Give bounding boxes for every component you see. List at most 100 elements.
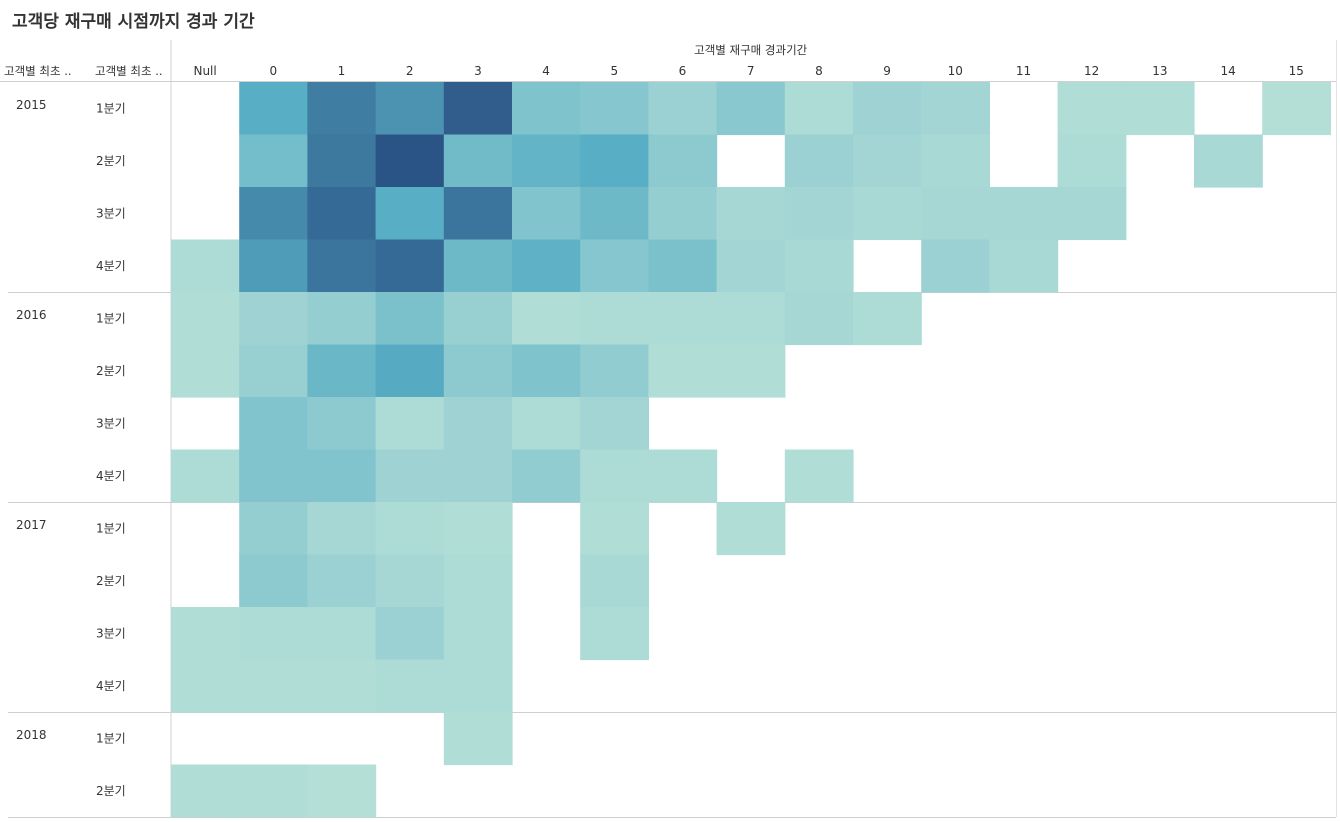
heatmap-cell bbox=[375, 659, 445, 713]
heatmap-cell bbox=[239, 134, 308, 188]
heatmap-cell bbox=[784, 82, 854, 136]
heatmap-cell bbox=[375, 187, 445, 241]
heatmap-cell bbox=[921, 82, 990, 136]
column-tick-label: 8 bbox=[815, 64, 823, 78]
row-header-quarter: 고객별 최초 .. bbox=[95, 64, 163, 78]
heatmap-cell bbox=[716, 502, 786, 556]
heatmap-cell bbox=[1057, 187, 1127, 241]
heatmap-cell bbox=[716, 82, 786, 136]
heatmap-cell bbox=[648, 187, 718, 241]
heatmap-cell bbox=[1057, 82, 1127, 136]
quarter-label: 4분기 bbox=[96, 469, 126, 483]
heatmap-cell bbox=[512, 82, 581, 136]
heatmap-cell bbox=[171, 344, 240, 398]
year-label: 2017 bbox=[16, 518, 47, 532]
heatmap-cell bbox=[171, 292, 240, 346]
heatmap-cell bbox=[1125, 82, 1195, 136]
heatmap-cell bbox=[921, 187, 990, 241]
heatmap-cell bbox=[648, 344, 718, 398]
quarter-label: 1분기 bbox=[96, 311, 126, 325]
heatmap-cell bbox=[375, 554, 445, 608]
heatmap-cell bbox=[375, 397, 445, 451]
heatmap-cell bbox=[443, 554, 513, 608]
heatmap-cell bbox=[239, 397, 308, 451]
heatmap-cell bbox=[375, 502, 445, 556]
heatmap-cell bbox=[375, 344, 445, 398]
quarter-label: 3분기 bbox=[96, 206, 126, 220]
heatmap-cell bbox=[784, 449, 854, 503]
heatmap-cell bbox=[512, 344, 581, 398]
heatmap-cell bbox=[239, 764, 308, 818]
heatmap-cell bbox=[512, 292, 581, 346]
heatmap-cell bbox=[853, 82, 922, 136]
heatmap-cell bbox=[375, 449, 445, 503]
quarter-label: 1분기 bbox=[96, 731, 126, 745]
heatmap-cell bbox=[1262, 82, 1331, 136]
heatmap-cell bbox=[443, 607, 513, 661]
quarter-label: 2분기 bbox=[96, 784, 126, 798]
column-tick-label: 10 bbox=[948, 64, 963, 78]
quarter-label: 1분기 bbox=[96, 521, 126, 535]
heatmap-cell bbox=[512, 187, 581, 241]
heatmap-cell bbox=[784, 187, 854, 241]
heatmap-cell bbox=[784, 292, 854, 346]
quarter-label: 2분기 bbox=[96, 154, 126, 168]
heatmap-cell bbox=[853, 187, 922, 241]
column-tick-label: 11 bbox=[1016, 64, 1031, 78]
year-label: 2015 bbox=[16, 98, 47, 112]
heatmap-cell bbox=[784, 134, 854, 188]
column-tick-label: 7 bbox=[747, 64, 755, 78]
heatmap-cell bbox=[1057, 134, 1127, 188]
column-tick-label: 12 bbox=[1084, 64, 1099, 78]
heatmap-cell bbox=[648, 239, 718, 293]
heatmap-cell bbox=[1194, 134, 1263, 188]
heatmap-cell bbox=[716, 292, 786, 346]
heatmap-cell bbox=[239, 449, 308, 503]
heatmap-cell bbox=[239, 82, 308, 136]
heatmap-cell bbox=[443, 344, 513, 398]
heatmap-cell bbox=[580, 554, 649, 608]
heatmap-cell bbox=[307, 187, 377, 241]
heatmap-cell bbox=[580, 397, 649, 451]
column-tick-label: 3 bbox=[474, 64, 482, 78]
heatmap-cell bbox=[443, 292, 513, 346]
heatmap-cell bbox=[239, 187, 308, 241]
column-tick-label: 4 bbox=[542, 64, 550, 78]
heatmap-cell bbox=[307, 449, 377, 503]
heatmap-cell bbox=[784, 239, 854, 293]
heatmap-cell bbox=[307, 397, 377, 451]
heatmap-cell bbox=[307, 292, 377, 346]
heatmap-cell bbox=[307, 554, 377, 608]
column-tick-label: 0 bbox=[269, 64, 277, 78]
heatmap-cell bbox=[171, 607, 240, 661]
column-tick-label: 9 bbox=[883, 64, 891, 78]
quarter-label: 2분기 bbox=[96, 364, 126, 378]
heatmap-cell bbox=[580, 134, 649, 188]
heatmap-cell bbox=[239, 554, 308, 608]
heatmap-cell bbox=[648, 82, 718, 136]
column-tick-label: 13 bbox=[1152, 64, 1167, 78]
column-tick-label: 5 bbox=[610, 64, 618, 78]
heatmap-cell bbox=[307, 607, 377, 661]
quarter-label: 2분기 bbox=[96, 574, 126, 588]
heatmap-cell bbox=[239, 502, 308, 556]
heatmap-cell bbox=[580, 82, 649, 136]
heatmap-cell bbox=[239, 239, 308, 293]
heatmap-cell bbox=[171, 764, 240, 818]
heatmap-cell bbox=[375, 239, 445, 293]
heatmap-cell bbox=[853, 292, 922, 346]
heatmap-cell bbox=[443, 134, 513, 188]
column-tick-label: 6 bbox=[679, 64, 687, 78]
heatmap-cell bbox=[239, 659, 308, 713]
heatmap-cell bbox=[307, 764, 377, 818]
heatmap-cell bbox=[853, 134, 922, 188]
heatmap-cell bbox=[512, 449, 581, 503]
heatmap-cell bbox=[307, 344, 377, 398]
year-label: 2016 bbox=[16, 308, 47, 322]
heatmap-cell bbox=[171, 659, 240, 713]
heatmap-cell bbox=[989, 239, 1059, 293]
quarter-label: 3분기 bbox=[96, 416, 126, 430]
heatmap-cell bbox=[239, 607, 308, 661]
heatmap-cell bbox=[580, 344, 649, 398]
heatmap-cell bbox=[307, 82, 377, 136]
